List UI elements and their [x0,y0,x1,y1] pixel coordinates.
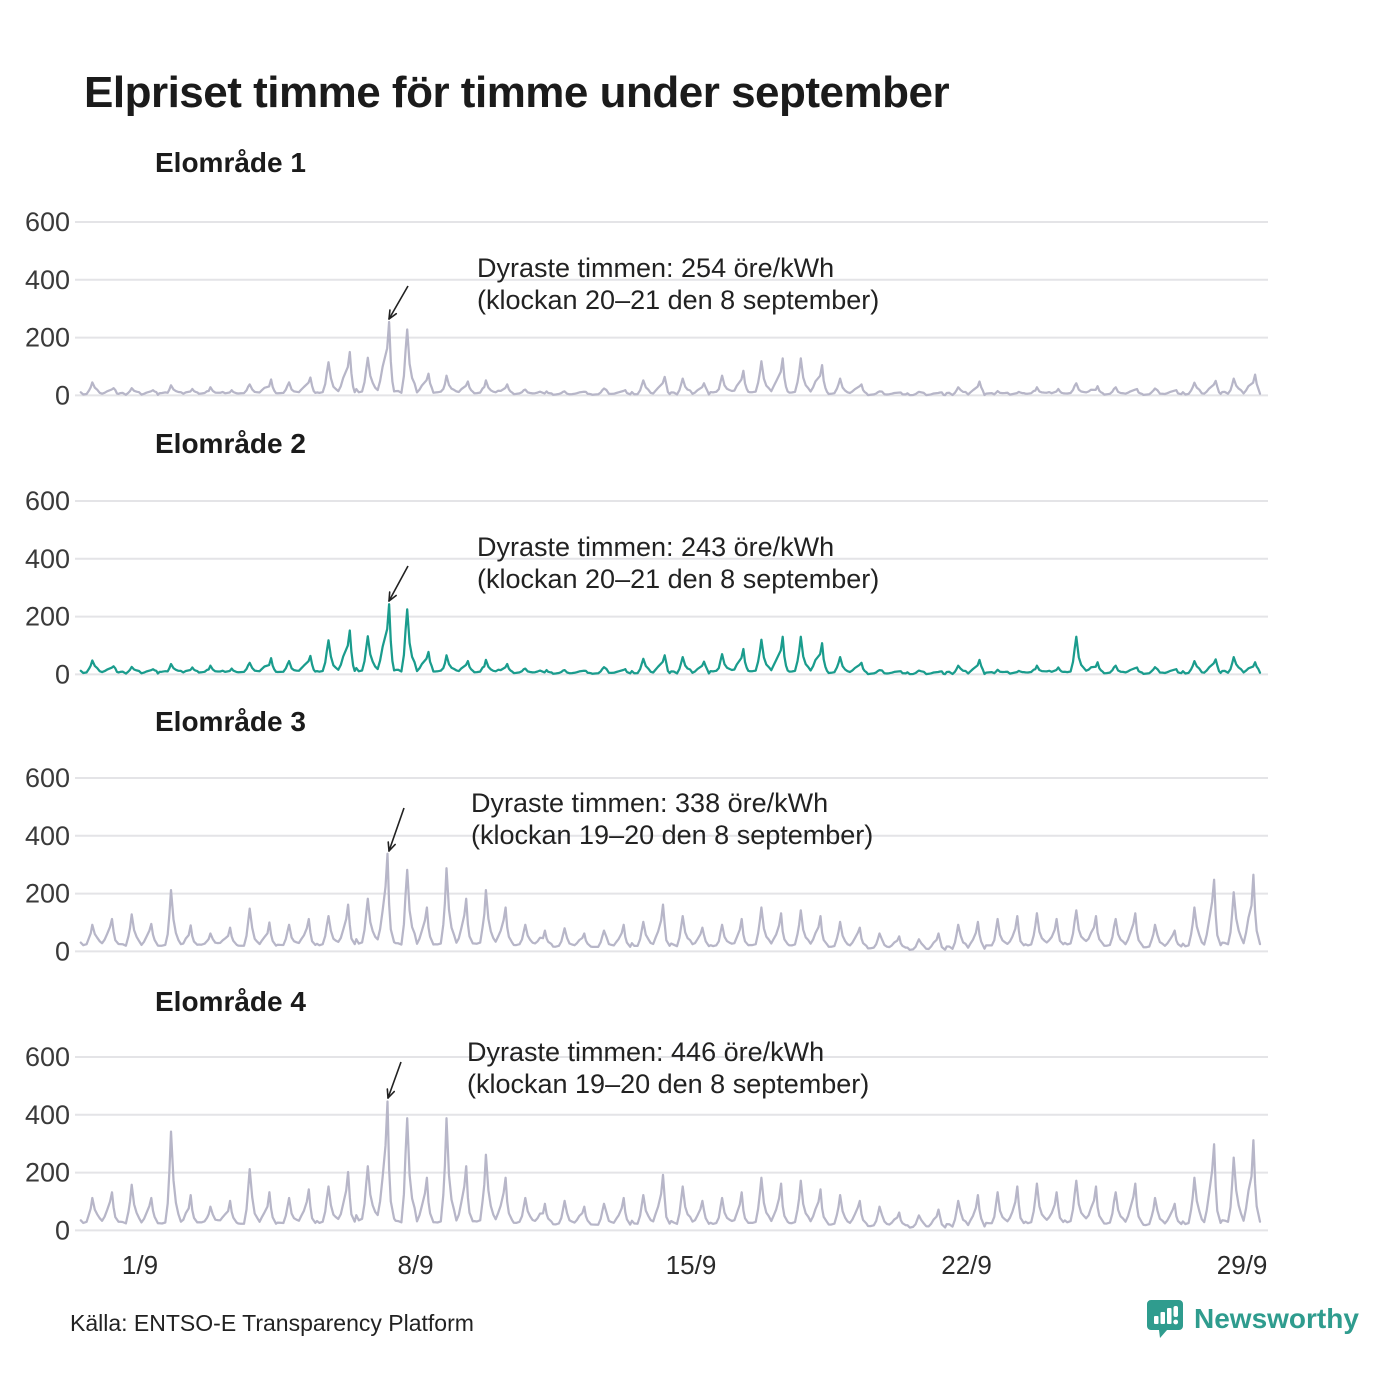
x-tick-label: 29/9 [1216,1250,1268,1280]
x-tick-label: 1/9 [121,1250,159,1280]
source-note: Källa: ENTSO-E Transparency Platform [70,1310,474,1336]
newsworthy-logo-text: Newsworthy [1194,1303,1359,1334]
y-tick-label: 400 [25,265,70,295]
peak-annotation-time: (klockan 19–20 den 8 september) [467,1069,870,1099]
y-tick-label: 400 [25,1100,70,1130]
y-tick-label: 600 [25,763,70,793]
peak-annotation-time: (klockan 20–21 den 8 september) [477,285,880,315]
panel-line-chart: 600 400 200 0 [25,207,1268,410]
peak-annotation-value: Dyraste timmen: 446 öre/kWh [467,1037,825,1067]
peak-annotation: Dyraste timmen: 243 öre/kWh (klockan 20–… [477,531,879,595]
x-tick-label: 22/9 [941,1250,992,1280]
peak-annotation: Dyraste timmen: 254 öre/kWh (klockan 20–… [477,252,879,316]
y-tick-label: 0 [55,1215,70,1245]
y-tick-label: 200 [25,323,70,353]
panel-title: Elområde 3 [155,706,306,737]
chart-title: Elpriset timme för timme under september [84,68,950,117]
y-tick-label: 0 [55,380,70,410]
peak-annotation-value: Dyraste timmen: 254 öre/kWh [477,253,835,283]
peak-annotation: Dyraste timmen: 446 öre/kWh (klockan 19–… [467,1036,869,1100]
panel-line-chart: 600 400 200 0 [25,486,1268,689]
newsworthy-logo-icon [1147,1300,1183,1338]
peak-annotation-time: (klockan 20–21 den 8 september) [477,564,880,594]
panel-title: Elområde 2 [155,428,306,459]
x-tick-label: 15/9 [665,1250,717,1280]
panel-title: Elområde 4 [155,986,306,1017]
peak-annotation-time: (klockan 19–20 den 8 september) [471,820,874,850]
y-tick-label: 200 [25,879,70,909]
y-tick-label: 200 [25,602,70,632]
y-tick-label: 200 [25,1158,70,1188]
x-tick-label: 8/9 [397,1250,434,1280]
peak-annotation: Dyraste timmen: 338 öre/kWh (klockan 19–… [471,787,873,851]
y-tick-label: 0 [55,936,70,966]
newsworthy-brand: Newsworthy [1146,1299,1359,1339]
y-tick-label: 600 [25,1042,70,1072]
y-tick-label: 600 [25,207,70,237]
y-tick-label: 600 [25,486,70,516]
y-tick-label: 400 [25,544,70,574]
panel-title: Elområde 1 [155,147,306,178]
peak-annotation-value: Dyraste timmen: 338 öre/kWh [471,788,829,818]
y-tick-label: 400 [25,821,70,851]
peak-annotation-value: Dyraste timmen: 243 öre/kWh [477,532,835,562]
y-tick-label: 0 [55,659,70,689]
